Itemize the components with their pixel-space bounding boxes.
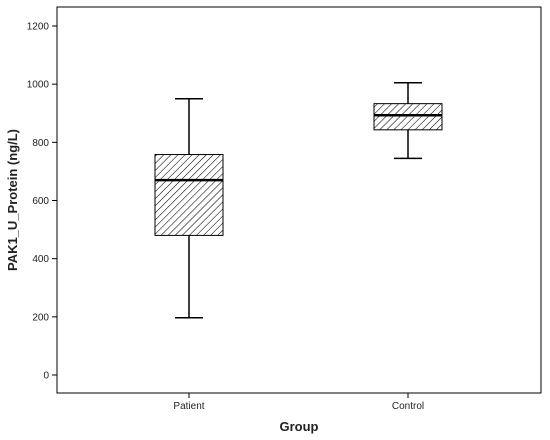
boxes xyxy=(154,81,443,319)
y-tick-label: 200 xyxy=(32,312,49,323)
box-patient xyxy=(154,97,224,319)
box-control xyxy=(373,81,443,160)
y-tick-label: 800 xyxy=(32,138,49,149)
y-axis-title: PAK1_U_Protein (ng/L) xyxy=(5,129,20,271)
y-tick-label: 600 xyxy=(32,196,49,207)
y-tick-label: 1000 xyxy=(27,80,50,91)
y-tick-label: 1200 xyxy=(27,22,50,33)
x-tick-label-patient: Patient xyxy=(173,401,204,412)
iqr-box-control xyxy=(373,103,443,131)
x-axis-title: Group xyxy=(280,419,319,434)
plot-area xyxy=(56,6,542,394)
y-axis: 0 200 400 600 800 1000 1200 xyxy=(27,22,57,382)
y-tick-label: 0 xyxy=(43,371,49,382)
iqr-box-patient xyxy=(154,154,224,236)
x-tick-label-control: Control xyxy=(392,401,424,412)
x-axis: Patient Control xyxy=(173,393,424,412)
y-tick-label: 400 xyxy=(32,254,49,265)
